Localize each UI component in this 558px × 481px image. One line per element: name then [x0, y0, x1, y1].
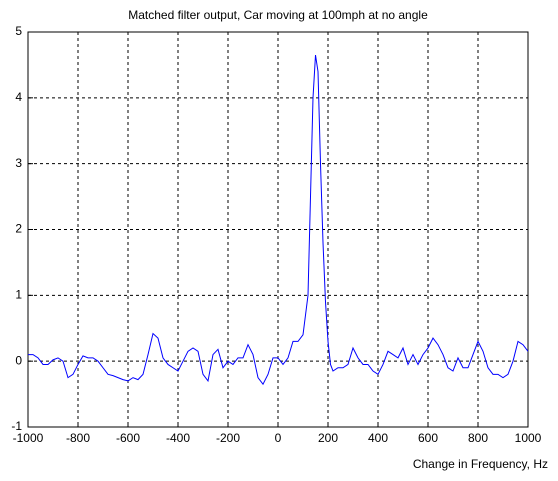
- x-tick-label: 800: [468, 431, 488, 445]
- data-line: [28, 54, 529, 386]
- x-tick-label: -1000: [13, 431, 44, 445]
- x-tick-label: -400: [166, 431, 190, 445]
- y-tick-label: -1: [11, 419, 22, 433]
- x-tick-label: 400: [368, 431, 388, 445]
- y-tick-label: 2: [15, 222, 22, 236]
- plot-frame: [27, 31, 529, 428]
- x-tick-label: 1000: [515, 431, 542, 445]
- y-tick-label: 1: [15, 288, 22, 302]
- y-tick-label: 5: [15, 24, 22, 38]
- y-tick-label: 3: [15, 156, 22, 170]
- y-tick-label: 4: [15, 90, 22, 104]
- x-tick-label: -800: [66, 431, 90, 445]
- x-tick-label: -600: [116, 431, 140, 445]
- x-tick-label: 600: [418, 431, 438, 445]
- x-tick-label: 200: [318, 431, 338, 445]
- x-tick-label: -200: [216, 431, 240, 445]
- chart-title: Matched filter output, Car moving at 100…: [128, 8, 428, 22]
- x-tick-label: 0: [275, 431, 282, 445]
- x-axis-label: Change in Frequency, Hz: [413, 457, 548, 471]
- y-tick-label: 0: [15, 353, 22, 367]
